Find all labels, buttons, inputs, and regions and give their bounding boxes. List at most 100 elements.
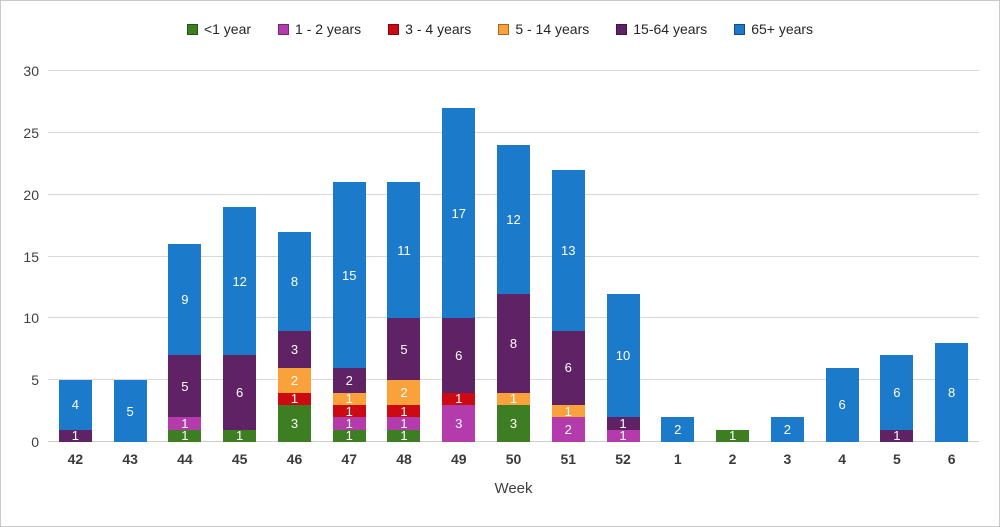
bar-segment: 2 [332,367,366,393]
x-tick-label: 3 [783,451,792,467]
bar-column-week-45: 1 6 12 [212,71,267,442]
legend-label: 5 - 14 years [515,21,590,37]
bar-segment: 2 [387,380,421,405]
data-label: 2 [674,422,682,438]
data-label: 12 [506,211,521,227]
bar-segment: 6 [442,318,476,393]
bar-segment: 17 [442,108,476,319]
data-label: 3 [290,341,299,357]
y-tick-label: 25 [23,124,39,141]
data-label: 1 [564,403,572,419]
x-tick-label: 51 [560,451,577,467]
bar-segment: 1 [332,428,366,444]
data-label: 1 [619,428,627,444]
data-label: 3 [290,415,299,431]
legend-swatch-icon [278,23,290,35]
y-tick-label: 10 [23,310,39,327]
chart-legend: <1 year 1 - 2 years 3 - 4 years 5 - 14 year… [1,21,999,37]
x-tick-label: 5 [892,451,901,467]
bar-segment: 1 [387,403,421,419]
legend-item-1: 1 - 2 years [278,21,361,37]
x-tick-label: 48 [396,451,412,467]
x-tick-label: 47 [341,451,357,467]
bar-column-week-1: 2 [650,71,705,442]
data-label: 6 [236,385,244,401]
data-label: 1 [400,415,408,431]
data-label: 4 [71,397,79,413]
y-tick-label: 20 [23,186,39,203]
bar-segment: 4 [58,380,92,430]
data-label: 2 [564,422,572,438]
bar-segment: 1 [606,428,640,444]
data-label: 3 [455,415,463,431]
data-label: 5 [181,378,189,394]
x-tick-label: 46 [286,451,303,467]
bar-segment: 1 [332,391,366,407]
bar-segment: 1 [168,429,202,442]
data-label: 2 [783,422,791,438]
data-label: 2 [290,372,299,388]
bar-segment: 1 [332,403,366,419]
x-tick-label: 4 [838,451,846,467]
bar-segment: 3 [277,404,311,442]
data-label: 8 [948,385,956,401]
x-tick-label: 50 [505,451,522,467]
data-label: 8 [290,273,299,289]
bar-segment: 1 [606,417,640,430]
data-label: 6 [564,360,572,376]
y-tick-label: 15 [23,248,39,265]
bar-segment: 1 [387,415,421,431]
bar-segment: 12 [223,207,257,356]
bars-container: 1 4 5 1 1 5 9 1 6 12 3 1 2 3 8 1 1 1 1 2 15 1 1 1 2 5 11 3 1 6 17 3 1 8 12… [48,71,979,442]
bar-segment: 2 [551,417,585,442]
x-tick-label: 6 [947,451,956,467]
bar-segment: 10 [606,293,640,418]
legend-swatch-icon [186,23,198,35]
bar-segment: 1 [168,415,202,431]
data-label: 6 [838,397,846,413]
data-label: 1 [181,415,189,431]
bar-segment: 5 [387,318,421,381]
data-label: 2 [400,385,408,401]
x-tick-label: 52 [615,451,631,467]
data-label: 1 [345,428,353,444]
x-tick-label: 1 [673,451,682,467]
legend-item-2: 3 - 4 years [388,21,471,37]
data-label: 1 [236,428,244,444]
bar-segment: 1 [332,417,366,430]
bar-segment: 1 [223,428,257,444]
data-label: 1 [345,403,353,419]
x-tick-label: 43 [122,451,138,467]
legend-item-0: <1 year [186,21,251,37]
bar-column-week-3: 2 [760,71,815,442]
gridline [48,131,979,133]
bar-column-week-49: 3 1 6 17 [431,71,486,442]
data-label: 1 [400,428,408,444]
data-label: 1 [71,428,79,444]
bar-segment: 5 [113,380,147,442]
bar-segment: 6 [223,355,257,430]
data-label: 11 [397,242,411,258]
x-tick-label: 49 [450,451,467,467]
bar-column-week-6: 8 [924,71,979,442]
x-axis-title: Week [494,480,533,497]
plot-area: 1 4 5 1 1 5 9 1 6 12 3 1 2 3 8 1 1 1 1 2 15 1 1 1 2 5 11 3 1 6 17 3 1 8 12… [48,70,979,442]
data-label: 1 [345,391,353,407]
bar-segment: 2 [277,367,311,393]
data-label: 5 [126,403,134,419]
data-label: 3 [509,415,518,431]
data-label: 1 [400,403,408,419]
bar-segment: 9 [168,244,202,356]
bar-column-week-43: 5 [103,71,158,442]
bar-segment: 8 [497,293,530,393]
legend-item-5: 65+ years [734,21,813,37]
bar-segment: 1 [551,403,585,419]
data-label: 1 [893,428,901,444]
bar-segment: 1 [442,392,476,405]
legend-label: 1 - 2 years [295,21,362,37]
bar-segment: 3 [497,404,530,442]
bar-column-week-51: 2 1 6 13 [541,71,596,442]
